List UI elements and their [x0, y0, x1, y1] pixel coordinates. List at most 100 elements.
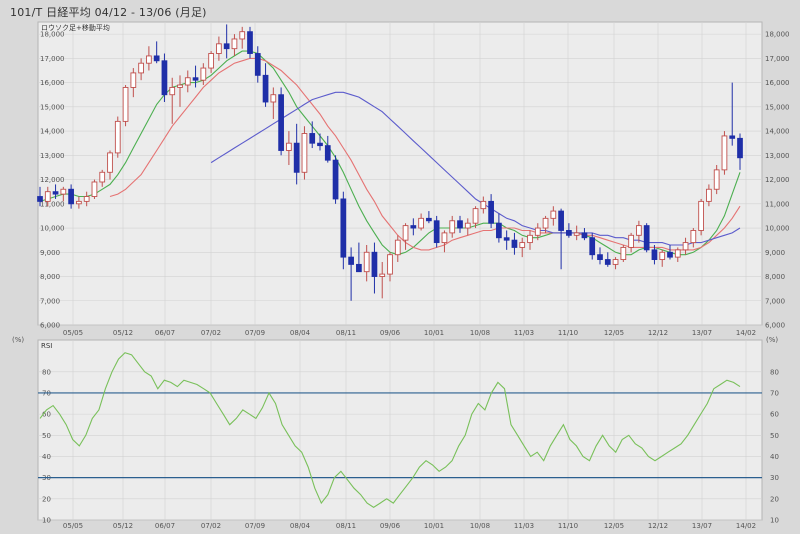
candle-body: [729, 135, 736, 139]
candle-body: [278, 94, 284, 151]
price-x-tick: 08/11: [336, 329, 356, 337]
rsi-x-tick: 10/01: [424, 522, 444, 530]
price-y-tick-right: 17,000: [765, 55, 790, 63]
candle-body: [402, 225, 409, 241]
price-x-tick: 14/02: [736, 329, 756, 337]
chart-title: 101/T 日経平均 04/12 - 13/06 (月足): [10, 6, 207, 19]
candle-body: [293, 142, 300, 173]
price-y-tick-left: 16,000: [40, 79, 65, 87]
candle-body: [184, 77, 191, 86]
candle-body: [620, 246, 627, 261]
candle-body: [612, 259, 619, 265]
candle-body: [153, 55, 160, 62]
candle-body: [721, 135, 728, 171]
rsi-y-tick-left: 40: [42, 453, 51, 461]
ma-long-line: [210, 91, 741, 246]
rsi-y-tick-right: 10: [770, 517, 779, 525]
rsi-x-tick: 10/08: [470, 522, 490, 530]
price-y-tick-right: 18,000: [765, 31, 790, 39]
candle-body: [309, 133, 316, 144]
price-y-tick-left: 11,000: [40, 200, 65, 208]
rsi-x-tick: 05/05: [63, 522, 83, 530]
price-panel: [37, 21, 763, 326]
candle-body: [216, 43, 222, 54]
price-y-tick-left: 14,000: [40, 128, 65, 136]
candle-body: [472, 208, 479, 224]
candle-body: [332, 159, 339, 200]
price-y-tick-left: 10,000: [40, 225, 65, 233]
candle-body: [643, 225, 650, 251]
price-y-tick-left: 18,000: [40, 31, 65, 39]
candle-body: [737, 137, 743, 159]
rsi-x-tick: 12/05: [604, 522, 624, 530]
candle-body: [52, 191, 59, 195]
candle-body: [519, 242, 526, 248]
price-x-tick: 09/06: [380, 329, 401, 337]
candle-body: [247, 31, 253, 54]
candle-body: [449, 220, 456, 234]
rsi-x-tick: 12/12: [648, 522, 668, 530]
candle-body: [99, 171, 106, 183]
candle-body: [674, 249, 681, 258]
rsi-x-tick: 11/03: [514, 522, 534, 530]
rsi-x-tick: 07/02: [201, 522, 221, 530]
rsi-x-tick: 14/02: [736, 522, 756, 530]
rsi-y-tick-left: 10: [42, 517, 51, 525]
price-x-tick: 10/08: [470, 329, 490, 337]
price-x-tick: 05/05: [63, 329, 83, 337]
candle-body: [542, 217, 549, 229]
candle-body: [231, 38, 238, 50]
candle-body: [254, 53, 261, 76]
candle-body: [122, 86, 129, 122]
candle-body: [286, 142, 292, 151]
candle-body: [698, 200, 704, 231]
ma-mid-line: [109, 57, 741, 251]
price-y-tick-right: 13,000: [765, 152, 790, 160]
candle-body: [573, 232, 580, 236]
candle-body: [68, 188, 74, 205]
price-x-tick: 11/03: [514, 329, 534, 337]
rsi-x-tick: 07/09: [245, 522, 265, 530]
price-x-tick: 08/04: [290, 329, 311, 337]
price-x-tick: 05/12: [113, 329, 133, 337]
price-x-tick: 11/10: [558, 329, 578, 337]
candle-body: [169, 86, 176, 96]
rsi-y-tick-right: 60: [770, 411, 779, 419]
candle-body: [387, 254, 393, 275]
rsi-x-tick: 06/07: [155, 522, 175, 530]
candle-body: [682, 242, 689, 251]
candle-body: [138, 62, 144, 74]
candle-body: [107, 152, 113, 173]
candle-body: [394, 239, 401, 256]
price-y-tick-left: 17,000: [40, 55, 65, 63]
candle-body: [713, 169, 720, 190]
price-y-tick-left: 12,000: [40, 176, 65, 184]
candle-body: [426, 217, 432, 222]
rsi-y-tick-right: 50: [770, 432, 779, 440]
candle-body: [418, 217, 424, 229]
rsi-y-tick-right: 20: [770, 495, 779, 503]
candle-body: [146, 55, 152, 64]
price-y-tick-right: 8,000: [765, 273, 785, 281]
candle-body: [348, 256, 354, 265]
candle-body: [161, 60, 168, 96]
price-x-tick: 06/07: [155, 329, 175, 337]
rsi-x-tick: 08/04: [290, 522, 311, 530]
price-panel-label: ロウソク足+移動平均: [41, 23, 110, 32]
rsi-x-tick: 05/12: [113, 522, 133, 530]
rsi-right-unit-label: (%): [766, 336, 778, 344]
candle-body: [566, 230, 572, 236]
candle-body: [223, 43, 230, 50]
candle-body: [604, 259, 611, 265]
candle-body: [511, 239, 518, 248]
candle-body: [317, 142, 323, 147]
candle-body: [410, 225, 417, 229]
candle-body: [208, 53, 214, 69]
rsi-x-tick: 11/10: [558, 522, 578, 530]
candle-body: [301, 133, 308, 173]
candle-body: [651, 249, 658, 261]
rsi-x-tick: 13/07: [692, 522, 712, 530]
candle-body: [130, 72, 137, 88]
candle-body: [558, 210, 564, 231]
